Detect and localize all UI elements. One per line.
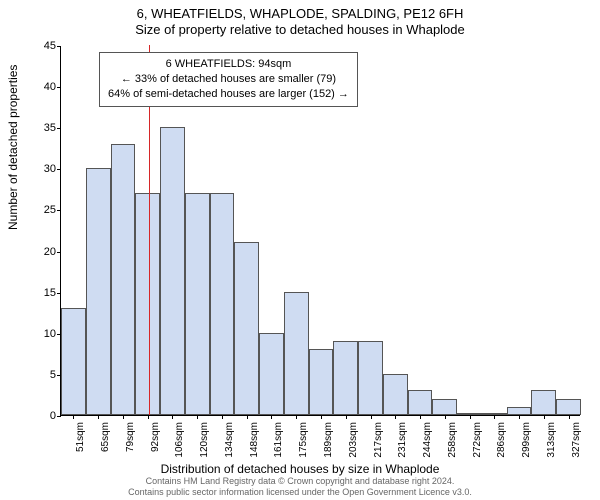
footer-line-1: Contains HM Land Registry data © Crown c… xyxy=(0,476,600,487)
x-tick-mark xyxy=(519,415,520,419)
annotation-line: ← 33% of detached houses are smaller (79… xyxy=(108,72,349,87)
histogram-bar xyxy=(160,127,185,415)
annotation-line: 64% of semi-detached houses are larger (… xyxy=(108,87,349,102)
x-tick-label: 258sqm xyxy=(447,422,458,458)
y-tick-mark xyxy=(57,46,61,47)
y-tick-mark xyxy=(57,210,61,211)
x-tick-label: 299sqm xyxy=(521,422,532,458)
footer-attribution: Contains HM Land Registry data © Crown c… xyxy=(0,476,600,498)
x-tick-mark xyxy=(123,415,124,419)
histogram-bar xyxy=(556,399,581,415)
title-line-2: Size of property relative to detached ho… xyxy=(0,22,600,38)
x-tick-label: 134sqm xyxy=(224,422,235,458)
x-tick-label: 161sqm xyxy=(273,422,284,458)
x-tick-label: 272sqm xyxy=(472,422,483,458)
histogram-bar xyxy=(507,407,532,415)
histogram-bar xyxy=(234,242,259,415)
histogram-bar xyxy=(86,168,111,415)
figure: 6, WHEATFIELDS, WHAPLODE, SPALDING, PE12… xyxy=(0,0,600,500)
x-tick-mark xyxy=(321,415,322,419)
y-tick-mark xyxy=(57,169,61,170)
histogram-bar xyxy=(185,193,210,415)
y-tick-mark xyxy=(57,252,61,253)
x-tick-label: 244sqm xyxy=(422,422,433,458)
x-tick-mark xyxy=(148,415,149,419)
y-tick-mark xyxy=(57,128,61,129)
x-tick-mark xyxy=(296,415,297,419)
footer-line-2: Contains public sector information licen… xyxy=(0,487,600,498)
histogram-bar xyxy=(259,333,284,415)
y-tick-label: 25 xyxy=(26,204,56,216)
x-tick-mark xyxy=(73,415,74,419)
x-tick-mark xyxy=(445,415,446,419)
x-tick-mark xyxy=(346,415,347,419)
plot-wrap: 6 WHEATFIELDS: 94sqm← 33% of detached ho… xyxy=(60,46,580,416)
x-tick-mark xyxy=(247,415,248,419)
histogram-bar xyxy=(61,308,86,415)
y-tick-mark xyxy=(57,87,61,88)
x-tick-label: 106sqm xyxy=(174,422,185,458)
histogram-bar xyxy=(408,390,433,415)
histogram-bar xyxy=(284,292,309,415)
x-tick-label: 286sqm xyxy=(496,422,507,458)
annotation-line: 6 WHEATFIELDS: 94sqm xyxy=(108,57,349,72)
x-tick-mark xyxy=(98,415,99,419)
x-tick-label: 327sqm xyxy=(571,422,582,458)
y-tick-label: 15 xyxy=(26,287,56,299)
x-tick-mark xyxy=(172,415,173,419)
y-tick-label: 35 xyxy=(26,122,56,134)
y-tick-label: 10 xyxy=(26,328,56,340)
x-tick-mark xyxy=(420,415,421,419)
histogram-bar xyxy=(309,349,334,415)
property-annotation: 6 WHEATFIELDS: 94sqm← 33% of detached ho… xyxy=(99,52,358,107)
plot-area: 6 WHEATFIELDS: 94sqm← 33% of detached ho… xyxy=(60,46,580,416)
x-tick-mark xyxy=(197,415,198,419)
x-tick-label: 217sqm xyxy=(373,422,384,458)
y-tick-label: 40 xyxy=(26,81,56,93)
x-tick-label: 189sqm xyxy=(323,422,334,458)
y-tick-label: 45 xyxy=(26,40,56,52)
x-tick-mark xyxy=(470,415,471,419)
x-tick-mark xyxy=(271,415,272,419)
y-tick-mark xyxy=(57,293,61,294)
x-tick-label: 231sqm xyxy=(397,422,408,458)
histogram-bar xyxy=(111,144,136,415)
x-tick-label: 92sqm xyxy=(150,422,161,452)
histogram-bar xyxy=(432,399,457,415)
histogram-bar xyxy=(333,341,358,415)
y-tick-label: 0 xyxy=(26,410,56,422)
y-tick-label: 20 xyxy=(26,246,56,258)
x-tick-mark xyxy=(222,415,223,419)
x-tick-label: 313sqm xyxy=(546,422,557,458)
x-tick-label: 79sqm xyxy=(125,422,136,452)
title-line-1: 6, WHEATFIELDS, WHAPLODE, SPALDING, PE12… xyxy=(0,0,600,22)
x-tick-mark xyxy=(544,415,545,419)
y-tick-label: 5 xyxy=(26,369,56,381)
x-tick-mark xyxy=(371,415,372,419)
histogram-bar xyxy=(210,193,235,415)
histogram-bar xyxy=(135,193,160,415)
y-axis-label: Number of detached properties xyxy=(6,65,20,230)
x-tick-label: 148sqm xyxy=(249,422,260,458)
x-tick-mark xyxy=(569,415,570,419)
x-tick-mark xyxy=(494,415,495,419)
histogram-bar xyxy=(383,374,408,415)
histogram-bar xyxy=(531,390,556,415)
chart-title: 6, WHEATFIELDS, WHAPLODE, SPALDING, PE12… xyxy=(0,0,600,39)
histogram-bar xyxy=(358,341,383,415)
x-tick-label: 51sqm xyxy=(75,422,86,452)
x-tick-label: 65sqm xyxy=(100,422,111,452)
x-tick-mark xyxy=(395,415,396,419)
y-tick-mark xyxy=(57,416,61,417)
y-tick-label: 30 xyxy=(26,163,56,175)
x-tick-label: 120sqm xyxy=(199,422,210,458)
x-axis-label: Distribution of detached houses by size … xyxy=(0,462,600,476)
x-tick-label: 175sqm xyxy=(298,422,309,458)
x-tick-label: 203sqm xyxy=(348,422,359,458)
